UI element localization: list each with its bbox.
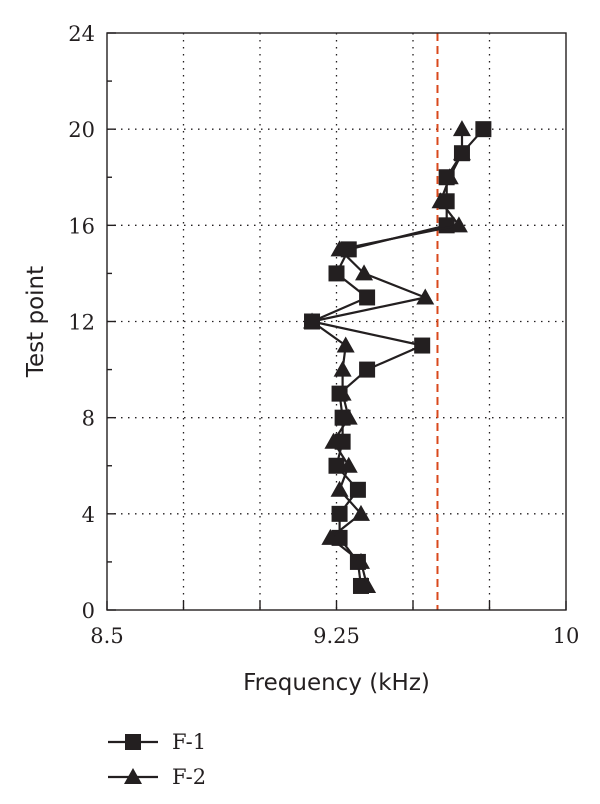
axis-ticks: 8.5 9.25 10 0 4 8 12 16 20 24	[68, 22, 579, 648]
data-point-triangle	[339, 408, 358, 425]
y-tick-label: 24	[68, 22, 95, 46]
data-point-triangle	[330, 240, 349, 257]
legend-item-f2: F-2	[108, 765, 206, 789]
x-axis-title: Frequency (kHz)	[243, 670, 430, 696]
data-point-triangle	[355, 264, 374, 281]
data-point-square	[328, 457, 345, 474]
legend-label-f2: F-2	[172, 765, 206, 789]
y-tick-label: 4	[82, 503, 95, 527]
data-point-triangle	[303, 312, 322, 329]
data-point-square	[331, 505, 348, 522]
gridlines	[107, 33, 566, 610]
legend-marker-triangle	[124, 768, 142, 784]
x-tick-label: 10	[553, 624, 580, 648]
data-point-triangle	[431, 192, 450, 209]
data-point-triangle	[416, 288, 435, 305]
data-point-triangle	[351, 552, 370, 569]
legend-marker-square	[125, 734, 141, 750]
x-tick-label: 8.5	[90, 624, 123, 648]
data-point-square	[475, 121, 492, 138]
data-point-triangle	[336, 336, 355, 353]
data-point-square	[359, 289, 376, 306]
y-tick-label: 20	[68, 118, 95, 142]
legend: F-1 F-2	[108, 730, 206, 789]
data-point-triangle	[452, 144, 471, 161]
y-tick-label: 8	[82, 407, 95, 431]
data-point-triangle	[333, 384, 352, 401]
series-f-1	[304, 121, 492, 594]
data-point-triangle	[449, 216, 468, 233]
y-axis-title: Test point	[23, 266, 49, 378]
legend-item-f1: F-1	[108, 730, 206, 754]
data-point-triangle	[333, 360, 352, 377]
y-tick-label: 0	[82, 599, 95, 623]
series-f-2	[303, 120, 471, 593]
legend-label-f1: F-1	[172, 730, 206, 754]
data-point-square	[414, 337, 431, 354]
y-tick-label: 16	[68, 214, 95, 238]
data-point-triangle	[358, 576, 377, 593]
data-point-triangle	[440, 168, 459, 185]
data-point-square	[328, 265, 345, 282]
data-point-triangle	[324, 432, 343, 449]
y-tick-label: 12	[68, 311, 95, 335]
data-point-square	[359, 361, 376, 378]
data-point-triangle	[339, 456, 358, 473]
x-tick-label: 9.25	[313, 624, 360, 648]
data-point-triangle	[321, 528, 340, 545]
data-point-triangle	[351, 504, 370, 521]
data-point-square	[349, 481, 366, 498]
series-group	[303, 120, 492, 594]
data-point-triangle	[452, 120, 471, 137]
data-point-triangle	[330, 480, 349, 497]
